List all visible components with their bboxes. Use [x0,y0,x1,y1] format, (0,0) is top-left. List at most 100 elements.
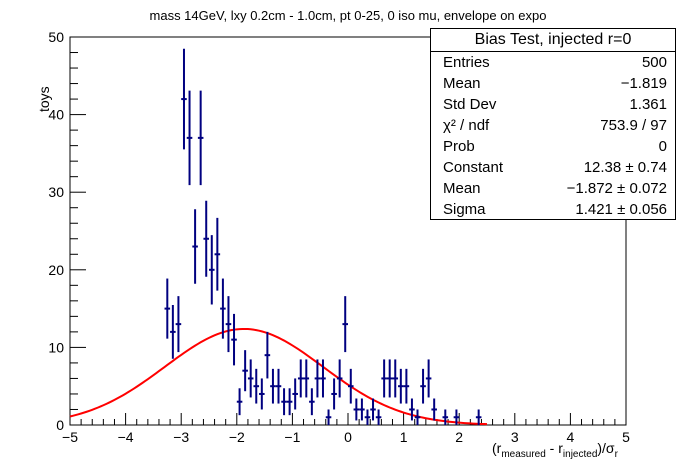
data-point [297,359,304,398]
data-point [425,359,432,398]
stats-row: Constant 12.38 ± 0.74 [431,157,675,178]
data-point [342,296,348,353]
data-point [253,368,260,404]
stats-row: Sigma 1.421 ± 0.056 [431,199,675,220]
data-point [209,235,215,305]
data-point [170,304,176,359]
x-label-close: )/σ [597,440,615,456]
data-point [375,409,382,425]
data-point [175,296,182,353]
stats-label: Entries [443,54,490,71]
data-point [331,378,337,410]
x-tick-label: −4 [118,429,134,445]
stats-label: Sigma [443,201,486,218]
data-point [203,200,209,277]
stats-label: Mean [443,180,481,197]
data-point [381,359,387,398]
data-point [281,388,287,416]
data-point [353,398,360,421]
data-point [409,398,415,421]
stats-box-title: Bias Test, injected r=0 [431,29,675,52]
x-tick-label: −1 [284,429,300,445]
y-axis-label: toys [36,86,52,112]
stats-value: 500 [641,54,667,71]
data-point [192,209,198,284]
stats-value: 1.421 ± 0.056 [575,201,667,218]
data-point [292,378,298,410]
x-label-sub-r: r [614,448,618,460]
stats-value: 753.9 / 97 [600,117,667,134]
stats-row: Entries 500 [431,52,675,73]
data-point [320,359,326,398]
stats-value: 12.38 ± 0.74 [583,159,667,176]
x-tick-label: 2 [455,429,463,445]
data-point [197,90,204,186]
data-point [403,368,410,404]
data-point [236,388,243,416]
stats-row: Prob 0 [431,136,675,157]
data-point [475,409,482,425]
data-point [186,90,193,186]
stats-label: Constant [443,159,504,176]
y-tick-label: 50 [48,29,64,45]
data-point [431,398,437,421]
data-point [259,378,265,410]
x-tick-label: −3 [173,429,189,445]
data-point [348,368,354,404]
stats-value: −1.819 [620,75,667,92]
data-point [303,359,310,398]
x-label-mid: - r [545,440,563,456]
data-point [214,217,221,291]
y-tick-label: 20 [48,262,64,278]
x-tick-label: 5 [622,429,630,445]
y-tick-label: 10 [48,339,64,355]
stats-value: −1.872 ± 0.072 [566,180,667,197]
x-tick-label: −5 [62,429,78,445]
stats-row: Mean −1.819 [431,73,675,94]
y-tick-label: 0 [56,417,64,433]
x-tick-label: −2 [229,429,245,445]
stats-label: Prob [443,138,475,155]
data-point [247,359,254,398]
data-point [392,359,399,398]
data-point [386,359,393,398]
stats-row: Mean −1.872 ± 0.072 [431,178,675,199]
data-point [336,359,343,398]
stats-row: Std Dev 1.361 [431,94,675,115]
x-label-open: (r [492,440,502,456]
y-tick-label: 40 [48,107,64,123]
data-point [364,409,371,425]
stats-value: 0 [658,138,667,155]
data-point [264,331,271,379]
chart-title: mass 14GeV, lxy 0.2cm - 1.0cm, pt 0-25, … [149,8,547,23]
data-point [442,409,449,425]
x-label-sub-measured: measured [501,448,546,460]
data-point [242,350,248,392]
x-axis-label: (rmeasured - rinjected)/σr [492,440,618,460]
data-point [164,278,171,339]
data-point [231,313,237,366]
data-points-layer [164,48,482,425]
stats-value: 1.361 [629,96,667,113]
data-point [275,368,282,404]
data-point [414,409,421,425]
stats-box: Bias Test, injected r=0 Entries 500 Mean −… [430,28,676,220]
x-label-sub-injected: injected [562,448,598,460]
data-point [420,368,426,404]
data-point [325,409,332,425]
data-point [220,278,226,339]
data-point [453,409,460,425]
data-point [370,398,376,421]
stats-label: Mean [443,75,481,92]
data-point [270,368,276,404]
data-point [359,398,365,421]
stats-label: χ² / ndf [443,117,490,134]
x-tick-label: 0 [344,429,352,445]
x-tick-label: 4 [567,429,575,445]
stats-label: Std Dev [443,96,497,113]
y-tick-label: 30 [48,184,64,200]
data-point [225,296,232,353]
data-point [286,388,293,416]
